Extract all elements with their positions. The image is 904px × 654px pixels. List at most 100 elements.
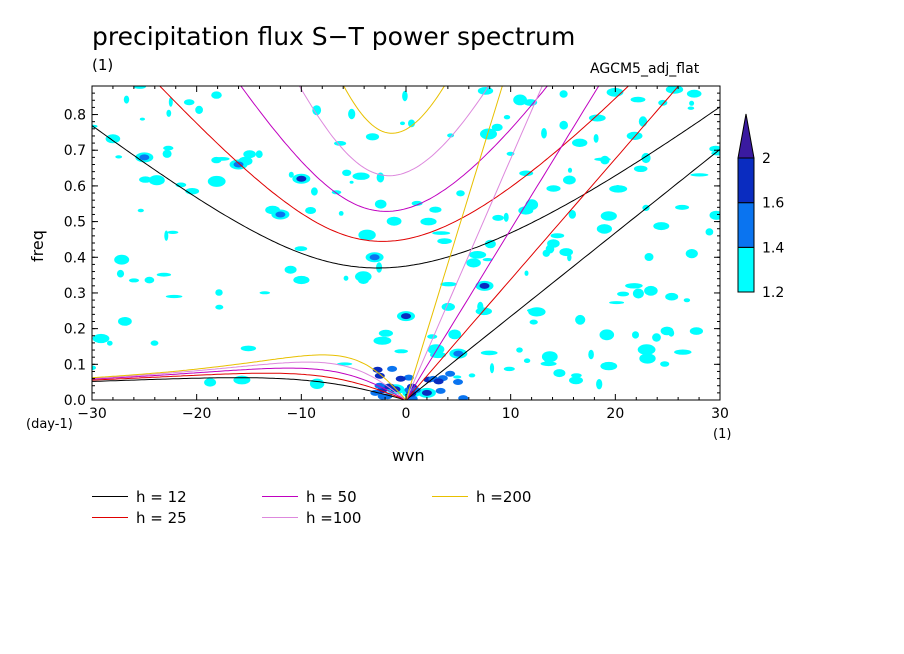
spectrum-blob (139, 176, 152, 183)
spectrum-blob (503, 366, 515, 372)
spectrum-blob (338, 211, 344, 216)
spectrum-blob (243, 150, 256, 159)
spectrum-blob (114, 254, 130, 265)
spectrum-blob (294, 246, 308, 252)
spectrum-blob (211, 156, 222, 164)
spectrum-blob (233, 375, 251, 385)
spectrum-blob (550, 233, 565, 239)
y-tick-label: 0.3 (64, 286, 86, 302)
spectrum-blob (420, 217, 437, 226)
spectrum-blob (144, 276, 155, 284)
spectrum-blob (311, 187, 318, 196)
colorbar: 1.2 1.4 1.6 2 (737, 113, 784, 301)
spectrum-blob (255, 150, 263, 158)
legend-swatch (92, 517, 128, 518)
spectrum-blob (600, 211, 617, 221)
colorbar-arrow (737, 113, 755, 159)
spectrum-blob (168, 97, 173, 107)
spectrum-blob (215, 304, 224, 310)
legend-label: h = 12 (136, 488, 187, 506)
spectrum-blob (689, 327, 704, 335)
spectrum-blob (593, 134, 599, 143)
spectrum-blob (437, 238, 452, 245)
spectrum-blob (445, 370, 456, 377)
spectrum-blob (484, 239, 496, 249)
spectrum-shading (92, 86, 720, 400)
spectrum-blob (166, 109, 172, 117)
spectrum-blob (542, 249, 550, 257)
y-unit-label: (day-1) (26, 417, 73, 432)
spectrum-blob (572, 138, 588, 147)
spectrum-peak (479, 282, 490, 289)
spectrum-blob (652, 333, 661, 342)
spectrum-blob (482, 258, 493, 262)
spectrum-blob (164, 230, 169, 241)
spectrum-peak (296, 175, 307, 182)
spectrum-blob (408, 119, 415, 128)
spectrum-blob (683, 298, 691, 303)
x-tick-label: −10 (287, 406, 317, 422)
spectrum-blob (685, 249, 698, 259)
spectrum-blob (588, 114, 606, 122)
x-tick-label: −30 (77, 406, 107, 422)
spectrum-blob (575, 314, 586, 325)
spectrum-blob (458, 395, 469, 400)
y-tick-label: 0.4 (64, 250, 86, 266)
spectrum-blob (690, 173, 709, 177)
spectrum-blob (588, 349, 594, 360)
spectrum-blob (469, 251, 487, 259)
spectrum-blob (632, 331, 639, 339)
spectrum-blob (448, 329, 462, 340)
spectrum-blob (675, 204, 690, 210)
spectrum-blob (638, 116, 648, 127)
spectrum-blob (599, 329, 615, 341)
spectrum-blob (441, 302, 455, 311)
x-tick-label: 20 (606, 406, 624, 422)
spectrum-blob (609, 301, 625, 305)
spectrum-blob (372, 366, 383, 373)
spectrum-blob (525, 199, 539, 211)
spectrum-blob (348, 108, 356, 120)
top-unit-label: (1) (92, 56, 114, 74)
x-tick-label: −20 (182, 406, 212, 422)
spectrum-blob (107, 340, 113, 346)
spectrum-blob (689, 100, 695, 106)
spectrum-blob (105, 134, 121, 144)
spectrum-blob (665, 292, 679, 301)
curve-rossby-h12 (92, 377, 407, 400)
spectrum-blob (427, 344, 445, 355)
spectrum-blob (559, 248, 573, 257)
spectrum-blob (288, 171, 294, 178)
spectrum-blob (596, 379, 603, 390)
spectrum-blob (596, 224, 613, 234)
curve-kelvin-h12 (405, 148, 720, 400)
colorbar-label: 1.2 (762, 285, 784, 301)
spectrum-blob (293, 275, 310, 285)
x-tick-label: 10 (502, 406, 520, 422)
spectrum-blob (527, 308, 540, 313)
spectrum-blob (477, 301, 484, 312)
colorbar-label: 1.4 (762, 240, 784, 256)
spectrum-peak (453, 350, 464, 357)
spectrum-blob (165, 294, 183, 299)
legend-swatch (262, 517, 298, 518)
spectrum-blob (468, 373, 476, 378)
spectrum-blob (259, 291, 271, 295)
y-tick-label: 0.2 (64, 322, 86, 338)
spectrum-blob (674, 349, 692, 355)
legend-label: h =100 (306, 509, 362, 527)
spectrum-blob (167, 230, 179, 234)
spectrum-blob (394, 349, 409, 354)
colorbar-segment (737, 157, 755, 204)
model-label: AGCM5_adj_flat (590, 61, 700, 77)
spectrum-blob (639, 353, 656, 364)
spectrum-blob (373, 336, 392, 345)
spectrum-blob (571, 373, 582, 378)
plot-frame (91, 85, 721, 401)
curve-kelvin-h100 (405, 86, 543, 400)
x-tick-label: 0 (402, 406, 411, 422)
y-tick-label: 0.0 (64, 393, 86, 409)
spectrum-blob (195, 105, 204, 114)
spectrum-blob (609, 185, 628, 193)
spectrum-blob (349, 180, 354, 184)
